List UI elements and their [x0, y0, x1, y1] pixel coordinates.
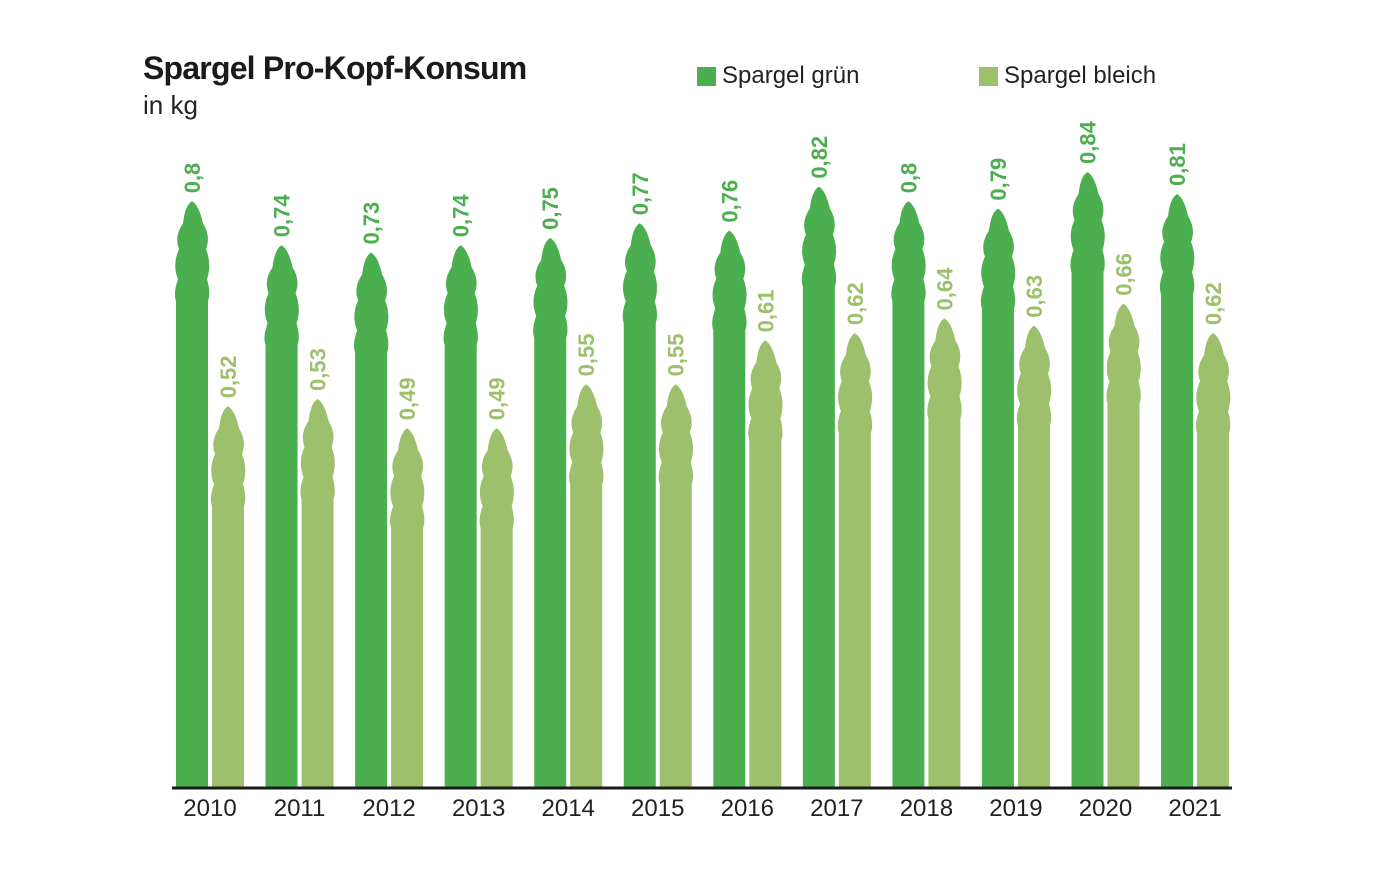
chart-title: Spargel Pro-Kopf-Konsum	[143, 50, 527, 86]
bar-gruen-2010	[174, 201, 210, 788]
data-label-gruen-2017: 0,82	[807, 136, 832, 179]
data-label-bleich-2017: 0,62	[843, 282, 868, 325]
bar-gruen-2017	[801, 186, 837, 788]
bar-gruen-2012	[353, 252, 389, 788]
bar-gruen-2021	[1159, 193, 1195, 787]
bar-gruen-2014	[533, 237, 568, 788]
x-tick-label-2017: 2017	[810, 795, 863, 822]
bar-bleich-2018	[927, 318, 962, 787]
bar-gruen-2013	[443, 245, 478, 787]
data-label-bleich-2013: 0,49	[485, 377, 510, 420]
bar-bleich-2016	[748, 340, 783, 787]
x-tick-label-2012: 2012	[362, 795, 415, 822]
legend-item-bleich: Spargel bleich	[979, 64, 1156, 88]
data-label-bleich-2018: 0,64	[932, 267, 957, 311]
data-label-bleich-2019: 0,63	[1022, 275, 1047, 318]
data-label-gruen-2018: 0,8	[896, 163, 921, 194]
x-tick-label-2021: 2021	[1168, 795, 1221, 822]
data-label-gruen-2013: 0,74	[449, 194, 474, 238]
data-label-gruen-2016: 0,76	[717, 180, 742, 223]
data-label-bleich-2011: 0,53	[306, 348, 331, 391]
legend-swatch-bleich	[979, 66, 998, 86]
legend-swatch-green	[697, 66, 716, 86]
x-tick-label-2010: 2010	[183, 795, 236, 822]
data-label-bleich-2020: 0,66	[1112, 253, 1137, 296]
legend-label-green: Spargel grün	[722, 62, 860, 89]
x-tick-label-2011: 2011	[274, 795, 326, 822]
bar-bleich-2019	[1016, 325, 1052, 787]
bar-gruen-2019	[980, 208, 1016, 787]
bar-gruen-2018	[891, 201, 926, 788]
data-label-gruen-2020: 0,84	[1076, 120, 1101, 164]
data-label-gruen-2014: 0,75	[538, 187, 563, 230]
bar-bleich-2015	[658, 384, 694, 787]
x-tick-label-2013: 2013	[452, 795, 505, 822]
data-label-gruen-2011: 0,74	[270, 194, 295, 238]
data-label-bleich-2015: 0,55	[664, 333, 689, 376]
chart-subtitle: in kg	[143, 90, 198, 120]
legend-item-green: Spargel grün	[697, 64, 859, 88]
bar-bleich-2020	[1106, 303, 1141, 787]
data-label-bleich-2010: 0,52	[216, 355, 241, 398]
x-tick-label-2018: 2018	[900, 795, 953, 822]
x-tick-label-2016: 2016	[721, 795, 774, 822]
legend-label-bleich: Spargel bleich	[1004, 62, 1157, 89]
data-label-gruen-2015: 0,77	[628, 172, 653, 215]
data-label-bleich-2021: 0,62	[1201, 282, 1226, 325]
data-label-bleich-2016: 0,61	[753, 290, 778, 333]
x-tick-label-2019: 2019	[989, 795, 1042, 822]
data-label-bleich-2014: 0,55	[574, 333, 599, 376]
x-tick-label-2020: 2020	[1079, 795, 1132, 822]
data-label-gruen-2021: 0,81	[1165, 143, 1190, 186]
bar-gruen-2020	[1070, 172, 1105, 787]
bar-bleich-2013	[479, 428, 514, 787]
bar-bleich-2014	[569, 384, 604, 787]
bar-bleich-2017	[837, 333, 873, 787]
data-label-bleich-2012: 0,49	[395, 377, 420, 420]
bar-gruen-2011	[264, 245, 299, 787]
bar-bleich-2011	[300, 398, 335, 787]
bar-gruen-2016	[712, 230, 747, 788]
bar-bleich-2012	[389, 428, 425, 787]
data-label-gruen-2019: 0,79	[986, 158, 1011, 201]
x-tick-label-2015: 2015	[631, 795, 684, 822]
data-label-gruen-2010: 0,8	[180, 163, 205, 194]
bar-bleich-2021	[1195, 333, 1231, 787]
bar-bleich-2010	[210, 406, 246, 787]
bar-gruen-2015	[622, 223, 658, 787]
x-tick-label-2014: 2014	[542, 795, 595, 822]
data-label-gruen-2012: 0,73	[359, 202, 384, 245]
